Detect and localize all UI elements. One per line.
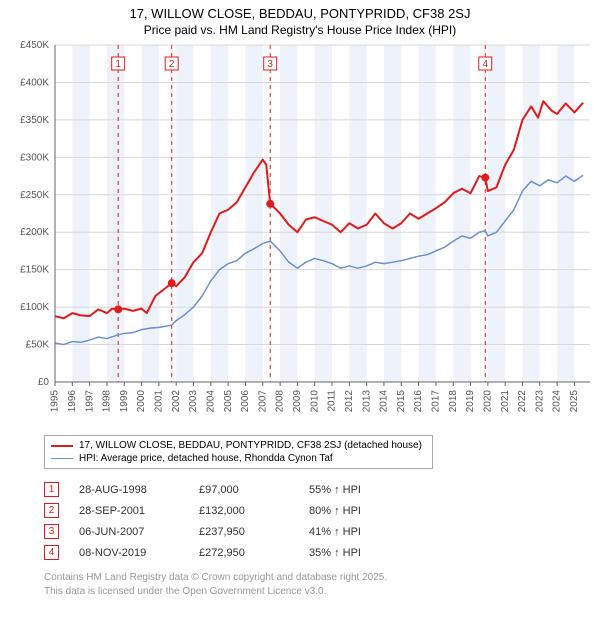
svg-text:2005: 2005 — [223, 390, 234, 413]
svg-text:2001: 2001 — [154, 390, 165, 413]
svg-text:4: 4 — [482, 59, 488, 70]
svg-text:£150K: £150K — [20, 265, 49, 276]
svg-text:2019: 2019 — [465, 390, 476, 413]
svg-text:£0: £0 — [38, 377, 50, 388]
svg-text:2016: 2016 — [413, 390, 424, 413]
event-pct: 55% ↑ HPI — [309, 484, 389, 496]
svg-text:2010: 2010 — [309, 390, 320, 413]
svg-text:2023: 2023 — [534, 390, 545, 413]
event-marker: 3 — [44, 524, 59, 539]
event-pct: 35% ↑ HPI — [309, 547, 389, 559]
svg-text:2000: 2000 — [136, 390, 147, 413]
event-price: £237,950 — [199, 526, 289, 538]
footer-line-1: Contains HM Land Registry data © Crown c… — [44, 572, 387, 583]
svg-text:1998: 1998 — [102, 390, 113, 413]
event-row: 3 06-JUN-2007 £237,950 41% ↑ HPI — [44, 521, 600, 542]
svg-text:2013: 2013 — [361, 390, 372, 413]
svg-text:2: 2 — [169, 59, 175, 70]
svg-text:£50K: £50K — [26, 340, 50, 351]
event-row: 2 28-SEP-2001 £132,000 80% ↑ HPI — [44, 500, 600, 521]
svg-text:2003: 2003 — [188, 390, 199, 413]
legend-item-hpi: HPI: Average price, detached house, Rhon… — [51, 452, 422, 465]
chart-container: 17, WILLOW CLOSE, BEDDAU, PONTYPRIDD, CF… — [0, 0, 600, 606]
chart-area: £0 £50K £100K £150K £200K £250K £300K £350K £400… — [0, 37, 600, 427]
svg-text:2008: 2008 — [275, 390, 286, 413]
svg-text:1: 1 — [115, 59, 121, 70]
legend-label-hpi: HPI: Average price, detached house, Rhon… — [79, 453, 333, 464]
event-price: £97,000 — [199, 484, 289, 496]
svg-text:2022: 2022 — [517, 390, 528, 413]
svg-text:1995: 1995 — [50, 390, 61, 413]
footer-line-2: This data is licensed under the Open Gov… — [44, 586, 326, 597]
svg-text:2015: 2015 — [396, 390, 407, 413]
legend-label-property: 17, WILLOW CLOSE, BEDDAU, PONTYPRIDD, CF… — [79, 440, 422, 451]
event-marker: 2 — [44, 503, 59, 518]
svg-text:2007: 2007 — [257, 390, 268, 413]
event-pct: 41% ↑ HPI — [309, 526, 389, 538]
event-date: 08-NOV-2019 — [79, 547, 179, 559]
svg-text:2006: 2006 — [240, 390, 251, 413]
events-table: 1 28-AUG-1998 £97,000 55% ↑ HPI 2 28-SEP-2001… — [44, 479, 600, 563]
svg-text:2025: 2025 — [569, 390, 580, 413]
event-marker: 1 — [44, 482, 59, 497]
svg-text:2002: 2002 — [171, 390, 182, 413]
svg-text:2009: 2009 — [292, 390, 303, 413]
svg-text:2024: 2024 — [552, 390, 563, 413]
legend-swatch-hpi — [51, 458, 73, 459]
svg-text:£300K: £300K — [20, 152, 49, 163]
svg-text:1999: 1999 — [119, 390, 130, 413]
svg-text:2020: 2020 — [482, 390, 493, 413]
svg-text:£400K: £400K — [20, 77, 49, 88]
svg-text:£350K: £350K — [20, 115, 49, 126]
svg-text:£100K: £100K — [20, 302, 49, 313]
svg-text:1996: 1996 — [67, 390, 78, 413]
event-pct: 80% ↑ HPI — [309, 505, 389, 517]
svg-text:£250K: £250K — [20, 190, 49, 201]
event-price: £132,000 — [199, 505, 289, 517]
event-marker: 4 — [44, 545, 59, 560]
legend-item-property: 17, WILLOW CLOSE, BEDDAU, PONTYPRIDD, CF… — [51, 439, 422, 452]
footer: Contains HM Land Registry data © Crown c… — [44, 571, 600, 606]
svg-text:2014: 2014 — [379, 390, 390, 413]
title-line-1: 17, WILLOW CLOSE, BEDDAU, PONTYPRIDD, CF… — [0, 0, 600, 21]
svg-text:£200K: £200K — [20, 227, 49, 238]
event-row: 1 28-AUG-1998 £97,000 55% ↑ HPI — [44, 479, 600, 500]
svg-text:2018: 2018 — [448, 390, 459, 413]
event-date: 06-JUN-2007 — [79, 526, 179, 538]
svg-text:1997: 1997 — [84, 390, 95, 413]
svg-text:2004: 2004 — [205, 390, 216, 413]
legend: 17, WILLOW CLOSE, BEDDAU, PONTYPRIDD, CF… — [44, 435, 433, 469]
title-line-2: Price paid vs. HM Land Registry's House … — [0, 21, 600, 37]
svg-text:2017: 2017 — [431, 390, 442, 413]
event-price: £272,950 — [199, 547, 289, 559]
event-date: 28-SEP-2001 — [79, 505, 179, 517]
svg-text:£450K: £450K — [20, 40, 49, 51]
event-row: 4 08-NOV-2019 £272,950 35% ↑ HPI — [44, 542, 600, 563]
svg-text:2012: 2012 — [344, 390, 355, 413]
svg-text:3: 3 — [267, 59, 273, 70]
svg-text:2011: 2011 — [327, 390, 338, 412]
event-date: 28-AUG-1998 — [79, 484, 179, 496]
legend-swatch-property — [51, 445, 73, 447]
chart-svg: £0 £50K £100K £150K £200K £250K £300K £350K £400… — [0, 37, 600, 427]
svg-text:2021: 2021 — [500, 390, 511, 413]
